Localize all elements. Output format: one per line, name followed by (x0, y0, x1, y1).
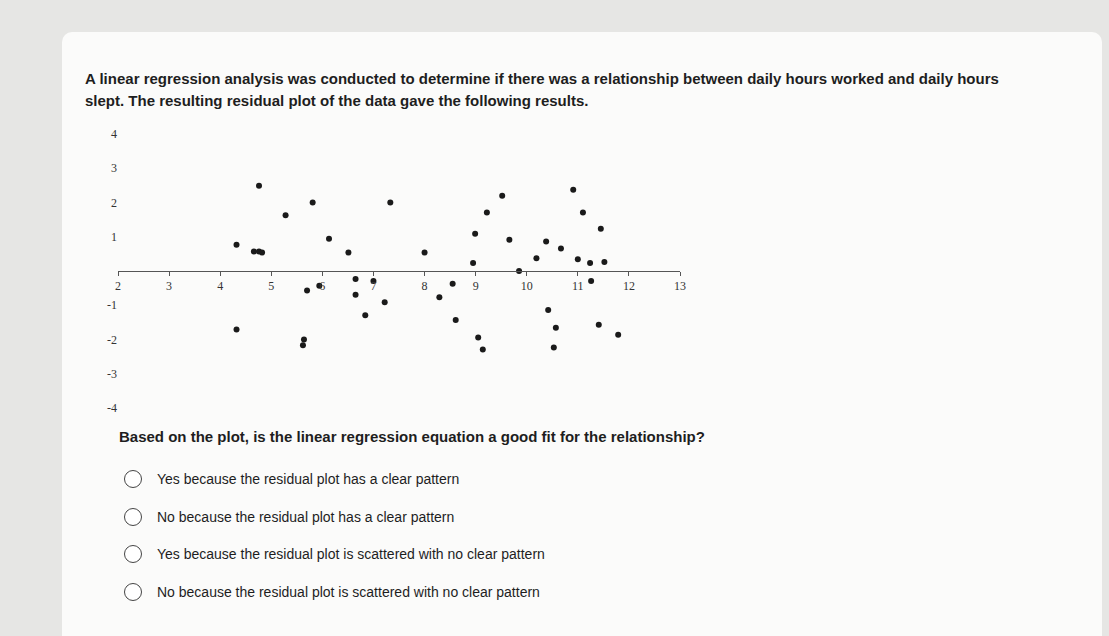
svg-text:3: 3 (111, 161, 117, 175)
html-text:A linear regression analysis w: A linear regression analysis was conduct… (85, 70, 999, 109)
svg-text:7: 7 (370, 279, 376, 293)
svg-text:-1: -1 (107, 298, 117, 312)
svg-text:1: 1 (111, 230, 117, 244)
html-text:Yes because the residual plot: Yes because the residual plot is scatter… (157, 546, 545, 562)
html-text:No because the residual plot i: No because the residual plot is scattere… (157, 584, 540, 600)
svg-text:5: 5 (268, 279, 274, 293)
html-text:Yes because the residual plot: Yes because the residual plot has a clea… (157, 471, 460, 487)
svg-text:12: 12 (623, 279, 635, 293)
svg-text:-4: -4 (107, 401, 117, 415)
svg-text:10: 10 (521, 279, 533, 293)
svg-text:8: 8 (422, 279, 428, 293)
svg-text:11: 11 (572, 279, 584, 293)
svg-text:4: 4 (111, 127, 117, 141)
html-text:No because the residual plot h: No because the residual plot has a clear… (157, 509, 455, 525)
svg-text:2: 2 (111, 196, 117, 210)
svg-text:13: 13 (674, 279, 686, 293)
svg-text:-3: -3 (107, 367, 117, 381)
svg-text:6: 6 (319, 279, 325, 293)
svg-text:4: 4 (217, 279, 223, 293)
svg-text:-2: -2 (107, 333, 117, 347)
html-text:Based on the plot, is the line: Based on the plot, is the linear regress… (119, 428, 705, 445)
svg-text:2: 2 (115, 279, 121, 293)
svg-text:9: 9 (473, 279, 479, 293)
svg-text:3: 3 (166, 279, 172, 293)
